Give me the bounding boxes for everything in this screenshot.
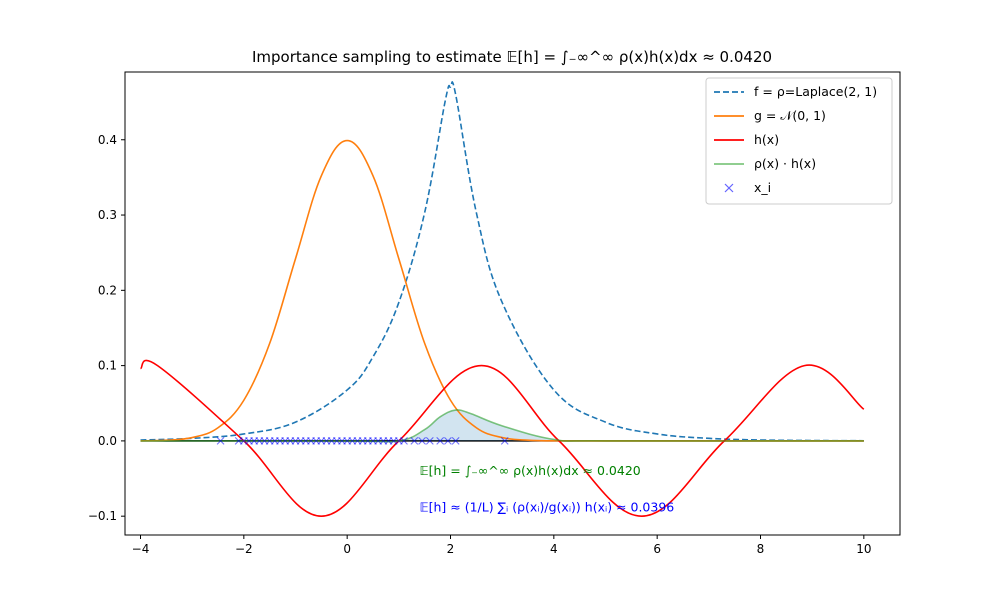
sample-point-marker [216, 437, 225, 445]
sample-point-marker [500, 437, 509, 445]
sample-point-marker [425, 437, 434, 445]
legend-label: f = ρ=Laplace(2, 1) [754, 84, 877, 99]
x-tick-label: 0 [343, 542, 351, 556]
normal-density-line [140, 139, 864, 442]
legend-item: x_i [724, 180, 771, 195]
legend-label: g = 𝒩(0, 1) [754, 108, 826, 123]
legend-label: x_i [754, 180, 771, 195]
x-tick-label: −2 [235, 542, 253, 556]
legend-label: ρ(x) · h(x) [754, 156, 816, 171]
sample-point-marker [451, 437, 460, 445]
h-function-line [139, 359, 865, 517]
sample-point-marker [400, 437, 408, 445]
legend-box [705, 77, 893, 205]
x-tick-label: 10 [856, 542, 871, 556]
sample-point-marker [444, 437, 452, 445]
y-tick-label: −0.1 [88, 509, 117, 523]
legend-marker [724, 183, 734, 193]
x-tick-label: 8 [757, 542, 765, 556]
laplace-density-line [140, 81, 864, 442]
legend-item: h(x) [714, 132, 779, 147]
sample-point-marker [418, 437, 426, 445]
expectation-estimate-annotation: 𝔼[h] ≈ (1/L) ∑ᵢ (ρ(xᵢ)/g(xᵢ)) h(xᵢ) ≈ 0.… [420, 500, 675, 515]
expectation-exact-annotation: 𝔼[h] = ∫₋∞^∞ ρ(x)h(x)dx ≈ 0.0420 [420, 463, 641, 478]
y-tick-label: 0.4 [98, 133, 117, 147]
rho-h-product-line [140, 409, 864, 443]
legend-item: ρ(x) · h(x) [714, 156, 816, 171]
y-tick-label: 0.3 [98, 208, 117, 222]
axes-frame [124, 71, 901, 536]
sample-point-marker [436, 437, 445, 445]
y-tick-label: 0.1 [98, 359, 117, 373]
y-tick-label: 0.2 [98, 283, 117, 297]
x-tick-label: 2 [447, 542, 455, 556]
x-tick-label: 6 [653, 542, 661, 556]
x-tick-label: −4 [132, 542, 150, 556]
legend: f = ρ=Laplace(2, 1) g = 𝒩(0, 1) h(x) ρ(x) ·… [705, 77, 893, 205]
legend-item: g = 𝒩(0, 1) [714, 108, 826, 123]
plot-area [139, 81, 865, 517]
y-tick-label: 0.0 [98, 434, 117, 448]
sample-point-marker [410, 437, 419, 445]
x-tick-label: 4 [550, 542, 558, 556]
chart-title: Importance sampling to estimate 𝔼[h] = ∫… [252, 48, 772, 66]
x-axis: −4 −2 0 2 4 6 8 10 [132, 535, 871, 556]
y-axis: −0.1 0.0 0.1 0.2 0.3 0.4 [88, 133, 125, 523]
legend-label: h(x) [754, 132, 779, 147]
annotations: 𝔼[h] = ∫₋∞^∞ ρ(x)h(x)dx ≈ 0.0420 𝔼[h] ≈ (… [420, 463, 675, 515]
legend-item: f = ρ=Laplace(2, 1) [714, 84, 877, 99]
